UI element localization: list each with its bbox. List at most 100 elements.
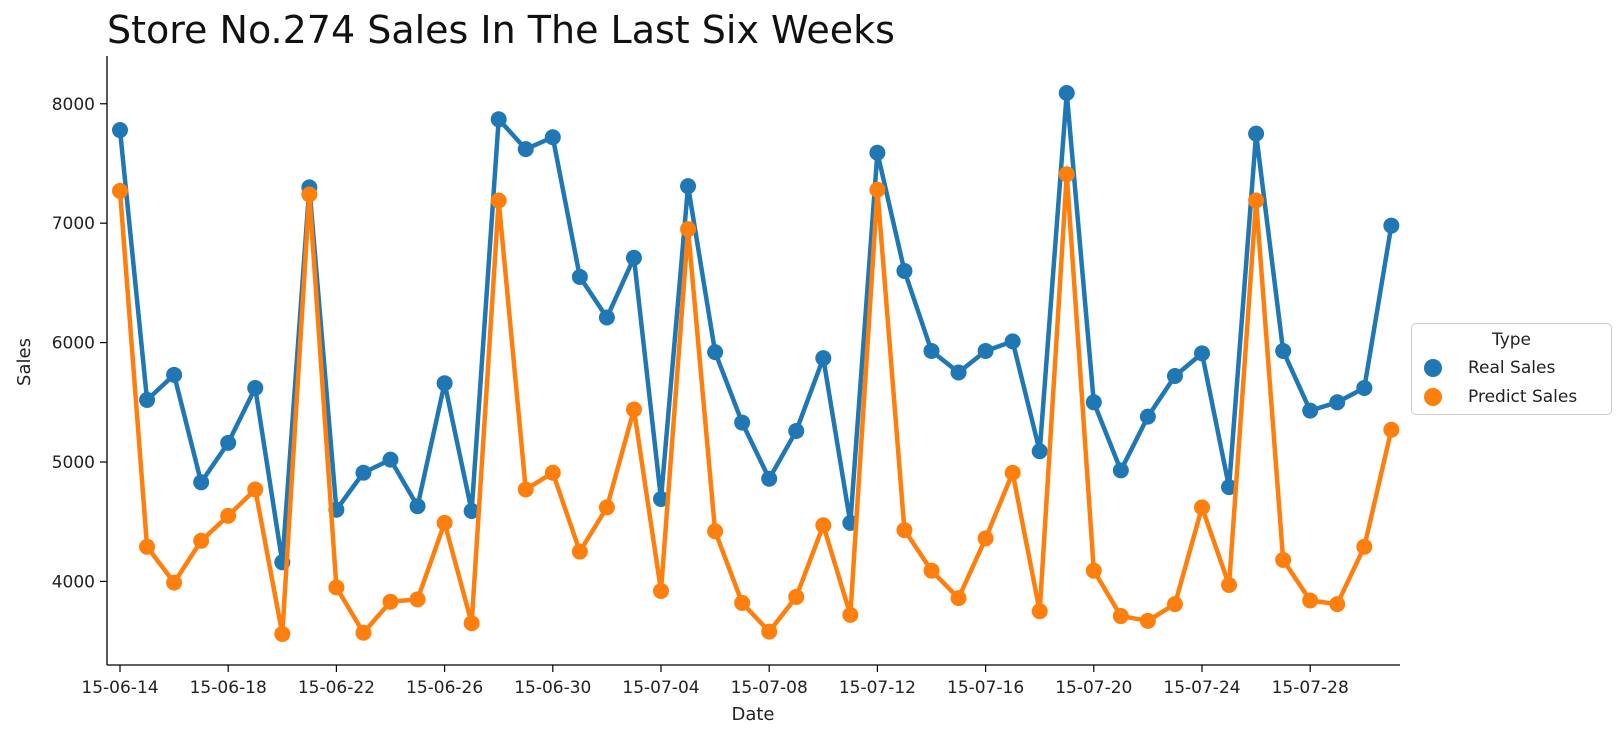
data-point-predict-sales: [625, 401, 642, 418]
data-point-predict-sales: [1221, 576, 1238, 593]
series-real-sales: [112, 85, 1400, 571]
data-point-predict-sales: [247, 481, 264, 498]
data-point-predict-sales: [1058, 166, 1075, 183]
data-point-predict-sales: [680, 221, 697, 238]
data-point-real-sales: [166, 366, 183, 383]
data-point-predict-sales: [301, 186, 318, 203]
data-point-predict-sales: [761, 623, 778, 640]
data-point-predict-sales: [788, 588, 805, 605]
data-point-real-sales: [896, 262, 913, 279]
data-point-real-sales: [1329, 394, 1346, 411]
data-point-real-sales: [1248, 125, 1265, 142]
data-point-predict-sales: [1302, 592, 1319, 609]
data-point-predict-sales: [382, 593, 399, 610]
data-point-real-sales: [1275, 342, 1292, 359]
data-point-real-sales: [1356, 379, 1373, 396]
data-point-predict-sales: [842, 606, 859, 623]
data-point-predict-sales: [707, 523, 724, 540]
x-axis-label: Date: [731, 704, 774, 725]
data-point-real-sales: [1302, 402, 1319, 419]
legend-marker-real-sales: [1424, 359, 1442, 377]
data-point-real-sales: [734, 414, 751, 431]
y-tick-label: 5000: [52, 453, 95, 473]
x-tick-label: 15-06-14: [81, 678, 158, 698]
data-point-real-sales: [220, 434, 237, 451]
data-point-real-sales: [1221, 479, 1238, 496]
data-point-real-sales: [1112, 462, 1129, 479]
data-point-real-sales: [815, 350, 832, 367]
data-point-predict-sales: [274, 625, 291, 642]
x-ticks: 15-06-14 15-06-18 15-06-22 15-06-26 15-06-30…: [81, 665, 1349, 698]
legend-item-real-sales: Real Sales: [1424, 356, 1555, 380]
data-point-real-sales: [598, 309, 615, 326]
data-point-predict-sales: [1329, 596, 1346, 613]
data-point-predict-sales: [328, 579, 345, 596]
data-point-predict-sales: [463, 615, 480, 632]
data-point-predict-sales: [517, 481, 534, 498]
data-point-predict-sales: [112, 182, 128, 199]
x-tick-label: 15-07-08: [731, 678, 808, 698]
legend: Type Real Sales Predict Sales: [1411, 323, 1612, 415]
data-point-predict-sales: [544, 464, 561, 481]
data-point-real-sales: [923, 342, 940, 359]
data-point-predict-sales: [1139, 612, 1156, 629]
x-tick-label: 15-06-30: [514, 678, 591, 698]
data-point-predict-sales: [653, 582, 669, 599]
data-point-real-sales: [409, 498, 426, 515]
data-point-real-sales: [950, 364, 967, 381]
y-tick-label: 4000: [52, 572, 95, 592]
data-point-real-sales: [1139, 408, 1156, 425]
data-point-real-sales: [544, 129, 561, 146]
data-point-predict-sales: [869, 181, 886, 198]
data-point-predict-sales: [1383, 421, 1400, 438]
data-point-predict-sales: [1166, 596, 1183, 613]
data-point-real-sales: [193, 474, 210, 491]
data-point-real-sales: [463, 502, 480, 519]
legend-label-real-sales: Real Sales: [1468, 358, 1556, 378]
data-point-predict-sales: [193, 532, 210, 549]
data-point-real-sales: [761, 470, 778, 487]
data-point-predict-sales: [490, 192, 507, 209]
data-point-predict-sales: [1085, 562, 1102, 579]
data-point-real-sales: [1058, 85, 1075, 102]
data-point-real-sales: [1004, 333, 1021, 350]
data-point-predict-sales: [571, 543, 588, 560]
x-tick-label: 15-06-26: [406, 678, 483, 698]
data-point-predict-sales: [1004, 464, 1021, 481]
legend-marker-predict-sales: [1424, 388, 1442, 406]
series-line-real-sales: [117, 90, 1394, 565]
data-point-predict-sales: [1356, 538, 1373, 555]
data-point-predict-sales: [1275, 551, 1292, 568]
data-point-real-sales: [139, 391, 156, 408]
y-ticks: 4000 5000 6000 7000 8000: [52, 95, 107, 592]
data-point-predict-sales: [355, 624, 372, 641]
data-point-real-sales: [1166, 368, 1183, 385]
data-point-real-sales: [517, 141, 534, 158]
data-point-predict-sales: [598, 499, 615, 516]
legend-item-predict-sales: Predict Sales: [1424, 385, 1577, 409]
data-point-predict-sales: [1031, 603, 1048, 620]
data-point-real-sales: [1383, 217, 1400, 234]
data-point-predict-sales: [436, 514, 453, 531]
data-point-predict-sales: [1194, 499, 1210, 516]
data-point-real-sales: [436, 375, 453, 392]
data-point-predict-sales: [923, 562, 940, 579]
y-axis-label: Sales: [14, 338, 35, 386]
data-point-predict-sales: [139, 538, 156, 555]
data-point-real-sales: [977, 342, 994, 359]
data-point-predict-sales: [1112, 608, 1129, 625]
y-tick-label: 6000: [52, 334, 95, 354]
data-point-predict-sales: [977, 530, 994, 547]
data-point-predict-sales: [950, 590, 967, 607]
data-point-real-sales: [625, 249, 642, 266]
data-point-real-sales: [1085, 394, 1102, 411]
data-point-real-sales: [707, 344, 724, 361]
axes: [106, 56, 1400, 666]
series-layer: [112, 85, 1400, 642]
x-tick-label: 15-06-18: [190, 678, 267, 698]
data-point-predict-sales: [409, 591, 426, 608]
data-point-real-sales: [247, 379, 264, 396]
data-point-real-sales: [1194, 345, 1210, 362]
x-tick-label: 15-06-22: [298, 678, 375, 698]
data-point-predict-sales: [1248, 192, 1265, 209]
